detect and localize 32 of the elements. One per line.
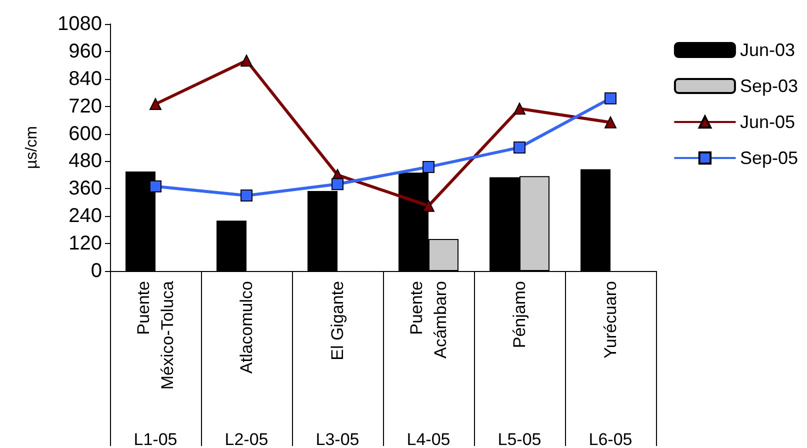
y-tick-label: 240	[68, 205, 102, 228]
category-label: Puente México-Toluca L1-05	[134, 281, 178, 448]
y-tick-label: 960	[68, 40, 102, 62]
y-axis-title: µs/cm	[24, 126, 40, 169]
y-tick-label: 840	[68, 68, 102, 90]
y-tick-label: 360	[68, 178, 102, 200]
point	[604, 92, 616, 104]
legend-label: Sep-03	[740, 76, 798, 96]
legend-label: Jun-05	[740, 112, 796, 132]
point	[422, 200, 434, 212]
point	[604, 116, 616, 128]
y-tick-label: 600	[68, 122, 102, 145]
category-label: Yurécuaro L6-05	[588, 281, 632, 448]
y-tick-label: 120	[68, 232, 102, 255]
point	[422, 160, 434, 173]
y-tick-label: 480	[68, 150, 102, 172]
y-tick-label: 1080	[58, 13, 102, 35]
point	[332, 178, 344, 190]
category-label: El Gigante L3-05	[316, 281, 360, 448]
y-tick-label: 720	[68, 95, 102, 118]
point	[240, 54, 252, 67]
legend-label: Jun-03	[740, 40, 796, 60]
point	[150, 98, 162, 110]
y-tick-label: 0	[90, 260, 102, 282]
point	[514, 102, 526, 115]
category-label: Puente Acámbaro L4-05	[406, 281, 450, 448]
point	[150, 180, 162, 192]
category-label: Pénjamo L5-05	[498, 281, 542, 448]
category-label: Atlacomulco L2-05	[224, 281, 268, 448]
point	[514, 142, 526, 154]
point	[240, 190, 252, 202]
legend-label: Sep-05	[740, 148, 798, 168]
